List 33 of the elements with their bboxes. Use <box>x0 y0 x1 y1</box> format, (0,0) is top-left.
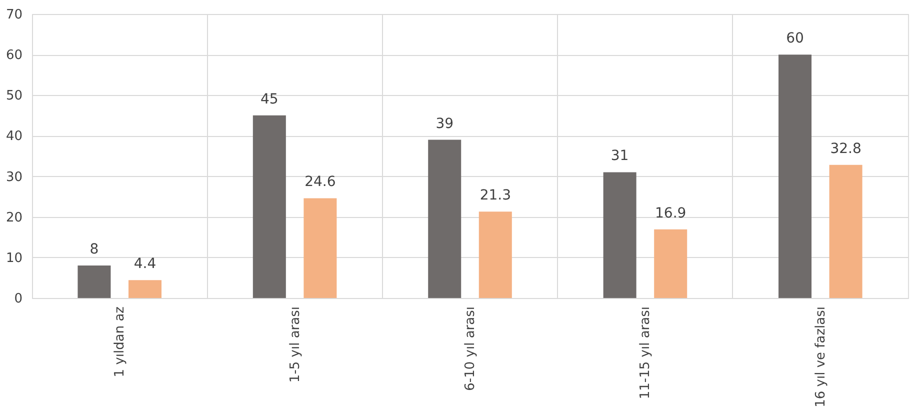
bar <box>829 164 862 298</box>
bar <box>128 280 162 298</box>
y-tick-label: 50 <box>6 88 22 104</box>
bar <box>304 198 337 298</box>
x-tick-label: 11-15 yıl arası <box>638 306 654 400</box>
x-tick-label: 1-5 yıl arası <box>288 306 303 383</box>
data-label: 39 <box>436 116 454 132</box>
y-tick-label: 20 <box>6 210 22 226</box>
bar <box>78 266 111 298</box>
bar <box>428 140 462 298</box>
data-label: 60 <box>786 30 804 47</box>
bar <box>778 54 812 298</box>
bar <box>603 172 636 298</box>
data-label: 24.6 <box>304 174 336 190</box>
y-tick-label: 40 <box>6 129 22 144</box>
data-label: 45 <box>260 91 278 108</box>
x-tick-label: 16 yıl ve fazlası <box>813 306 828 408</box>
y-tick-label: 30 <box>6 170 22 185</box>
y-tick-label: 60 <box>6 48 22 64</box>
data-label: 16.9 <box>655 205 686 222</box>
x-tick-label: 6-10 yıl arası <box>463 306 478 391</box>
y-tick-label: 10 <box>6 250 22 266</box>
bar <box>252 115 286 298</box>
y-tick-label: 0 <box>14 292 22 306</box>
bar <box>478 212 512 298</box>
x-tick-label: 1 yıldan az <box>112 306 128 378</box>
data-label: 4.4 <box>134 256 156 272</box>
data-label: 21.3 <box>480 188 511 204</box>
data-label: 8 <box>90 242 99 258</box>
bar <box>654 229 688 298</box>
data-label: 31 <box>610 148 629 164</box>
y-tick-label: 70 <box>6 8 22 22</box>
data-label: 32.8 <box>830 140 862 157</box>
